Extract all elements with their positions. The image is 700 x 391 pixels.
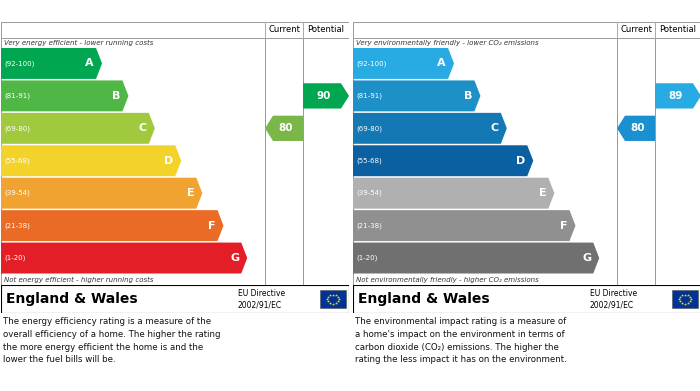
Text: England & Wales: England & Wales <box>6 292 138 306</box>
Text: B: B <box>112 91 120 101</box>
Text: (1-20): (1-20) <box>4 255 25 261</box>
Polygon shape <box>353 210 575 241</box>
Text: 80: 80 <box>631 123 645 133</box>
Polygon shape <box>1 178 202 209</box>
Polygon shape <box>303 83 349 109</box>
Polygon shape <box>1 210 223 241</box>
Text: (92-100): (92-100) <box>4 60 34 67</box>
Text: The energy efficiency rating is a measure of the
overall efficiency of a home. T: The energy efficiency rating is a measur… <box>3 317 220 364</box>
Text: Energy Efficiency Rating: Energy Efficiency Rating <box>6 5 169 18</box>
Polygon shape <box>265 116 303 141</box>
Text: Not environmentally friendly - higher CO₂ emissions: Not environmentally friendly - higher CO… <box>356 277 539 283</box>
Text: (21-38): (21-38) <box>4 222 30 229</box>
Text: G: G <box>582 253 592 263</box>
Polygon shape <box>1 48 102 79</box>
Polygon shape <box>1 242 247 273</box>
Polygon shape <box>1 113 155 144</box>
Text: G: G <box>230 253 239 263</box>
Text: (69-80): (69-80) <box>356 125 382 131</box>
Text: (39-54): (39-54) <box>4 190 29 196</box>
Text: Environmental Impact (CO₂) Rating: Environmental Impact (CO₂) Rating <box>358 5 590 18</box>
Text: Not energy efficient - higher running costs: Not energy efficient - higher running co… <box>4 277 153 283</box>
Text: England & Wales: England & Wales <box>358 292 489 306</box>
Text: (81-91): (81-91) <box>4 93 30 99</box>
Text: Potential: Potential <box>307 25 344 34</box>
Polygon shape <box>617 116 655 141</box>
Text: C: C <box>139 123 147 133</box>
Text: D: D <box>164 156 173 166</box>
Polygon shape <box>353 48 454 79</box>
Polygon shape <box>353 145 533 176</box>
Text: F: F <box>560 221 568 231</box>
Polygon shape <box>655 83 700 109</box>
Text: Current: Current <box>268 25 300 34</box>
Text: A: A <box>438 59 446 68</box>
Text: A: A <box>85 59 94 68</box>
Text: E: E <box>187 188 195 198</box>
Text: The environmental impact rating is a measure of
a home's impact on the environme: The environmental impact rating is a mea… <box>355 317 567 364</box>
Text: (39-54): (39-54) <box>356 190 382 196</box>
Polygon shape <box>353 178 554 209</box>
Text: (92-100): (92-100) <box>356 60 386 67</box>
Bar <box>672 290 698 308</box>
Text: E: E <box>539 188 547 198</box>
Text: 90: 90 <box>317 91 331 101</box>
Text: (1-20): (1-20) <box>356 255 377 261</box>
Text: (21-38): (21-38) <box>356 222 382 229</box>
Text: Very environmentally friendly - lower CO₂ emissions: Very environmentally friendly - lower CO… <box>356 40 538 46</box>
Text: (69-80): (69-80) <box>4 125 30 131</box>
Text: Very energy efficient - lower running costs: Very energy efficient - lower running co… <box>4 40 153 46</box>
Text: Current: Current <box>620 25 652 34</box>
Text: (81-91): (81-91) <box>356 93 382 99</box>
Polygon shape <box>353 113 507 144</box>
Polygon shape <box>1 145 181 176</box>
Polygon shape <box>353 81 480 111</box>
Bar <box>320 290 346 308</box>
Polygon shape <box>1 81 128 111</box>
Text: C: C <box>491 123 499 133</box>
Text: (55-68): (55-68) <box>4 158 29 164</box>
Text: B: B <box>464 91 473 101</box>
Text: Potential: Potential <box>659 25 696 34</box>
Text: (55-68): (55-68) <box>356 158 382 164</box>
Text: 89: 89 <box>668 91 683 101</box>
Text: D: D <box>516 156 525 166</box>
Text: EU Directive
2002/91/EC: EU Directive 2002/91/EC <box>237 289 285 309</box>
Text: EU Directive
2002/91/EC: EU Directive 2002/91/EC <box>589 289 637 309</box>
Polygon shape <box>353 242 599 273</box>
Text: 80: 80 <box>279 123 293 133</box>
Text: F: F <box>208 221 216 231</box>
